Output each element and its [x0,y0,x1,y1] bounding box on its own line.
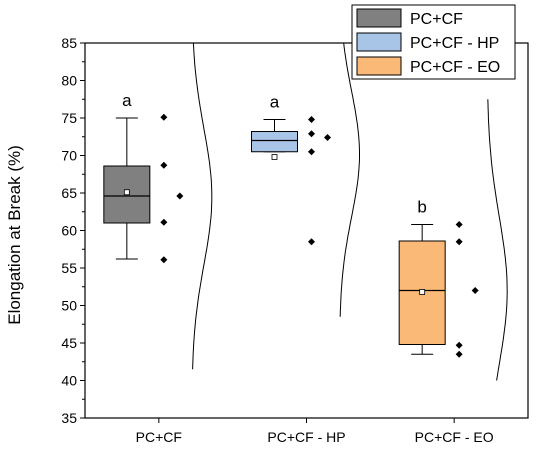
mean-marker [271,154,278,160]
data-point [455,341,463,349]
data-point [308,148,315,156]
legend-label: PC+CF [410,11,463,28]
data-point [160,256,168,264]
distribution-curve [192,42,213,370]
data-point [160,218,168,226]
legend-label: PC+CF - HP [410,35,499,52]
data-point [324,134,331,141]
significance-letter: a [270,93,280,112]
x-tick-label: PC+CF [136,429,182,445]
data-point [160,161,168,169]
data-point [455,221,463,228]
mean-marker [123,189,130,196]
x-tick-label: PC+CF - HP [267,429,345,445]
data-point [455,238,463,246]
box-group: a [251,42,360,317]
legend: PC+CF PC+CF - HP PC+CF - EO [351,4,516,80]
y-tick-label: 35 [61,410,77,426]
y-tick-label: 40 [61,373,77,389]
significance-letter: b [417,198,426,217]
x-axis: PC+CF PC+CF - HP PC+CF - EO [136,418,494,445]
data-point [160,113,168,121]
significance-letter: a [122,91,132,110]
x-tick-label: PC+CF - EO [415,429,494,445]
y-tick-label: 45 [61,335,77,351]
y-axis: 35 40 45 50 55 60 65 70 75 80 85 [61,35,85,426]
box-group: b [398,99,508,381]
data-point [455,350,463,358]
box-plots: a a b [103,42,508,381]
plot-border [84,42,529,419]
legend-label: PC+CF - EO [410,59,500,76]
mean-marker [419,289,426,295]
distribution-curve [339,42,360,317]
y-tick-label: 55 [61,260,77,276]
y-tick-label: 60 [61,223,77,239]
data-point [471,287,479,294]
y-tick-label: 65 [61,185,77,201]
y-axis-label: Elongation at Break (%) [5,145,24,325]
data-point [176,192,184,200]
y-tick-label: 80 [61,73,77,89]
y-tick-label: 70 [61,148,77,164]
plot-frame [84,42,529,419]
data-point [308,130,315,138]
legend-swatch [356,32,402,52]
legend-swatch [356,8,402,28]
data-point [308,116,315,123]
box-group: a [103,42,213,370]
distribution-curve [487,99,508,381]
y-tick-label: 75 [61,110,77,126]
y-tick-label: 50 [61,298,77,314]
data-point [308,238,315,246]
box-iqr [251,131,298,153]
legend-swatch [356,56,402,76]
y-tick-label: 85 [61,35,77,51]
